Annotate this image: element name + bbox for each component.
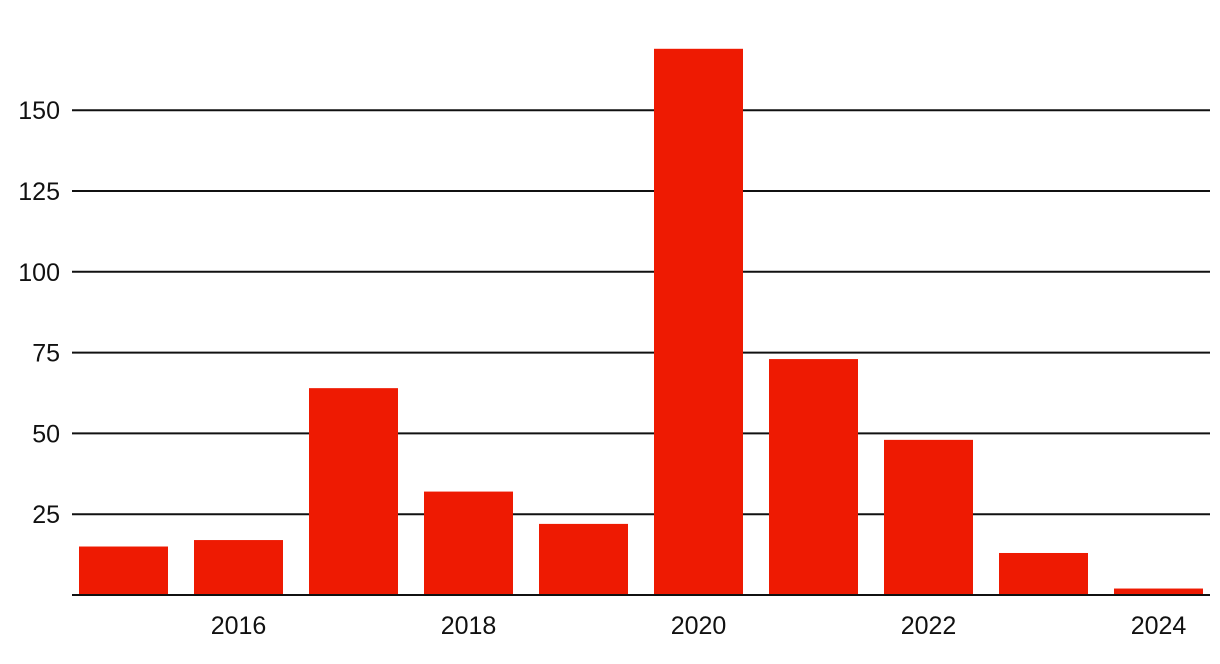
x-tick-label: 2024	[1131, 612, 1187, 640]
bar-2018	[424, 491, 513, 595]
y-tick-label: 25	[32, 501, 60, 529]
x-axis-tick-labels: 2016 2018 2020 2022 2024	[211, 612, 1187, 640]
bar-2020	[654, 48, 743, 596]
x-tick-label: 2022	[901, 612, 957, 640]
bars	[79, 48, 1203, 596]
y-tick-label: 100	[18, 259, 60, 287]
bar-2019	[539, 523, 628, 595]
x-tick-label: 2020	[671, 612, 727, 640]
y-tick-label: 50	[32, 420, 60, 448]
bar-2022	[884, 439, 973, 595]
bar-2021	[769, 359, 858, 595]
x-tick-label: 2018	[441, 612, 497, 640]
bar-2016	[194, 540, 283, 595]
gridlines	[72, 109, 1210, 516]
bar-2024	[1114, 588, 1203, 595]
bar-2023	[999, 552, 1088, 595]
y-axis-tick-labels: 25 50 75 100 125 150	[18, 97, 60, 529]
x-tick-label: 2016	[211, 612, 267, 640]
y-tick-label: 150	[18, 97, 60, 125]
bar-2017	[309, 388, 398, 595]
y-tick-label: 125	[18, 178, 60, 206]
bar-2015	[79, 546, 168, 595]
y-tick-label: 75	[32, 340, 60, 368]
